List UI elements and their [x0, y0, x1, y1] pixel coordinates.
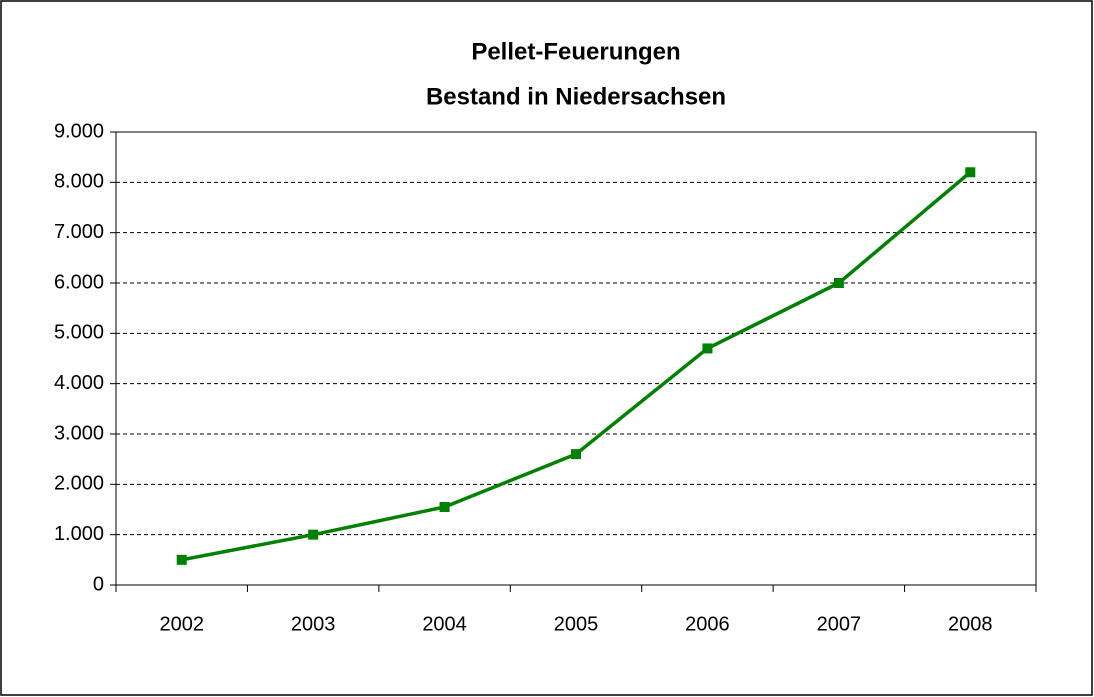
x-tick-label: 2008	[948, 613, 993, 635]
x-tick-label: 2004	[422, 613, 467, 635]
data-point	[308, 529, 319, 540]
chart-title: Pellet-Feuerungen	[471, 38, 680, 65]
y-tick-label: 5.000	[54, 322, 104, 344]
y-tick-label: 3.000	[54, 422, 104, 444]
y-tick-label: 0	[93, 573, 104, 595]
y-tick-label: 2.000	[54, 473, 104, 495]
data-point	[833, 278, 844, 288]
data-point	[571, 449, 581, 460]
data-point	[176, 554, 187, 565]
x-tick-label: 2007	[817, 613, 862, 635]
x-tick-label: 2002	[159, 613, 204, 635]
y-tick-label: 9.000	[54, 120, 104, 142]
y-tick-label: 8.000	[54, 171, 104, 193]
data-point	[702, 343, 713, 354]
plot-frame	[116, 131, 1037, 585]
x-tick-label: 2005	[554, 613, 599, 635]
data-point	[965, 167, 976, 178]
y-tick-label: 1.000	[54, 523, 104, 545]
y-tick-label: 6.000	[54, 271, 104, 293]
x-tick-label: 2003	[291, 613, 336, 635]
y-tick-label: 4.000	[54, 372, 104, 394]
data-point	[439, 501, 450, 512]
y-tick-label: 7.000	[54, 221, 104, 243]
x-tick-label: 2006	[685, 613, 730, 635]
chart-title: Bestand in Niedersachsen	[426, 83, 726, 110]
